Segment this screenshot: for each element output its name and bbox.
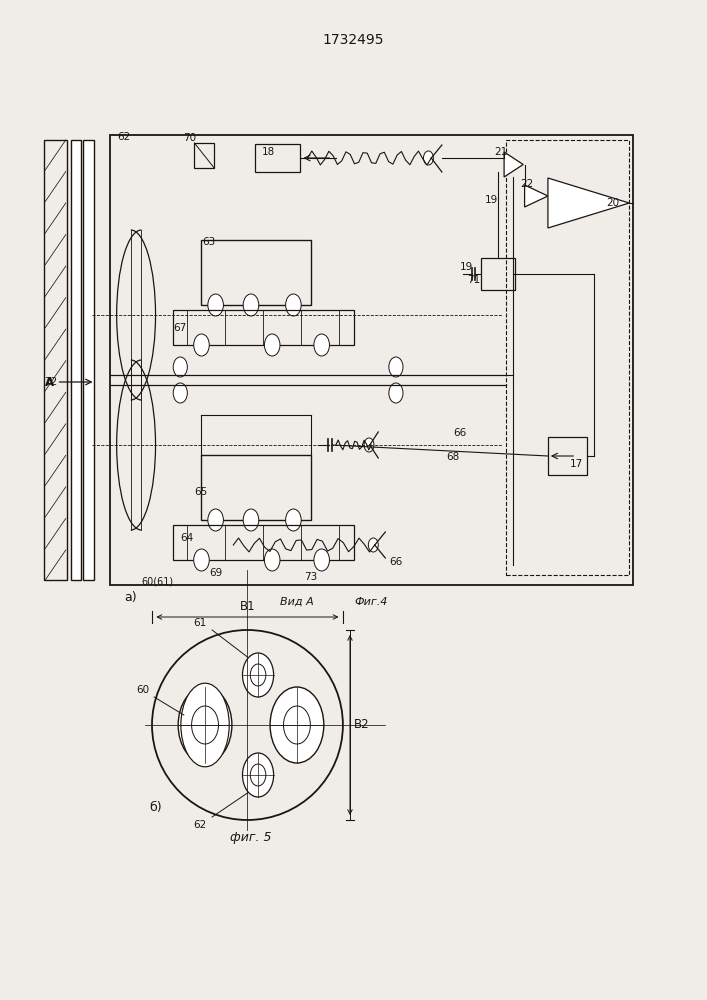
Bar <box>201 455 311 520</box>
Circle shape <box>173 383 187 403</box>
Text: 68: 68 <box>447 452 460 462</box>
Text: 71: 71 <box>467 275 480 285</box>
Circle shape <box>173 357 187 377</box>
Text: 20: 20 <box>606 198 619 208</box>
Text: 66: 66 <box>390 557 402 567</box>
Circle shape <box>423 151 433 165</box>
Polygon shape <box>548 178 629 228</box>
Bar <box>548 437 587 475</box>
Circle shape <box>264 334 280 356</box>
Bar <box>255 144 300 172</box>
Circle shape <box>284 706 310 744</box>
Circle shape <box>178 687 232 763</box>
Bar <box>110 135 633 585</box>
Bar <box>44 140 67 580</box>
Circle shape <box>250 664 266 686</box>
Circle shape <box>194 549 209 571</box>
Circle shape <box>194 334 209 356</box>
Polygon shape <box>525 185 548 207</box>
Text: 65: 65 <box>194 487 207 497</box>
Circle shape <box>250 764 266 786</box>
Text: 62: 62 <box>117 132 130 142</box>
Text: 61: 61 <box>194 618 206 628</box>
Circle shape <box>208 509 223 531</box>
Polygon shape <box>504 152 523 177</box>
Bar <box>481 258 515 290</box>
Ellipse shape <box>181 683 229 767</box>
Text: 64: 64 <box>181 533 194 543</box>
Circle shape <box>208 294 223 316</box>
Text: а): а) <box>124 590 137 603</box>
Circle shape <box>192 706 218 744</box>
Text: 70: 70 <box>183 133 196 143</box>
Text: 67: 67 <box>174 323 187 333</box>
Bar <box>173 525 354 560</box>
Text: б): б) <box>149 800 162 814</box>
Text: 62: 62 <box>194 820 206 830</box>
Circle shape <box>243 294 259 316</box>
Circle shape <box>314 334 329 356</box>
Bar <box>173 310 354 345</box>
Text: фиг. 5: фиг. 5 <box>230 832 271 844</box>
Text: 60: 60 <box>136 685 149 695</box>
Circle shape <box>389 357 403 377</box>
Text: 73: 73 <box>305 572 317 582</box>
Text: 21: 21 <box>494 147 507 157</box>
Bar <box>83 140 94 580</box>
Circle shape <box>286 509 301 531</box>
Circle shape <box>243 753 274 797</box>
Circle shape <box>368 538 378 552</box>
Text: 19: 19 <box>460 262 473 272</box>
Text: 1732495: 1732495 <box>323 33 384 47</box>
Bar <box>506 140 629 575</box>
Text: 72: 72 <box>45 377 57 387</box>
Circle shape <box>389 383 403 403</box>
Text: 66: 66 <box>453 428 466 438</box>
Text: A: A <box>45 375 54 388</box>
Text: B1: B1 <box>240 599 255 612</box>
Text: Фиг.4: Фиг.4 <box>354 597 388 607</box>
Circle shape <box>243 509 259 531</box>
Bar <box>71 140 81 580</box>
Circle shape <box>314 549 329 571</box>
Circle shape <box>270 687 324 763</box>
Text: 22: 22 <box>520 179 533 189</box>
Text: Вид А: Вид А <box>280 597 314 607</box>
Text: 17: 17 <box>570 459 583 469</box>
Bar <box>194 143 214 168</box>
Bar <box>201 240 311 305</box>
Text: 19: 19 <box>485 195 498 205</box>
Text: 60(61): 60(61) <box>141 576 174 586</box>
Text: B2: B2 <box>354 718 370 732</box>
Text: 18: 18 <box>262 147 275 157</box>
Text: 69: 69 <box>209 568 222 578</box>
Circle shape <box>286 294 301 316</box>
Circle shape <box>364 438 374 452</box>
Circle shape <box>243 653 274 697</box>
Circle shape <box>264 549 280 571</box>
Text: 63: 63 <box>202 237 215 247</box>
